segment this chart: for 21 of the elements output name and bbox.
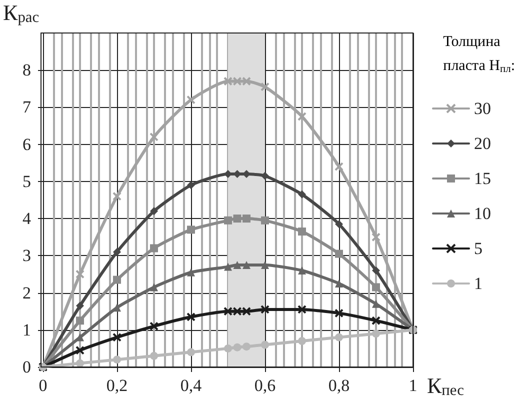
y-tick-label: 4 bbox=[22, 209, 32, 228]
x-tick-label: 1 bbox=[408, 376, 418, 395]
legend-label: 10 bbox=[474, 204, 491, 223]
y-tick-label: 0 bbox=[22, 358, 31, 376]
legend-label: 20 bbox=[474, 134, 491, 153]
x-tick-label: 0,4 bbox=[180, 376, 202, 395]
legend-label: 15 bbox=[474, 169, 491, 188]
x-tick-label: 0,8 bbox=[328, 376, 350, 395]
y-tick-label: 1 bbox=[22, 320, 31, 340]
x-tick-label: 0,2 bbox=[106, 376, 128, 395]
y-tick-label: 7 bbox=[22, 98, 32, 117]
legend-label: 5 bbox=[474, 239, 482, 258]
y-tick-label: 5 bbox=[22, 172, 31, 191]
x-tick-label: 0 bbox=[38, 376, 48, 395]
y-tick-label: 8 bbox=[22, 60, 31, 80]
x-tick-label: 0,6 bbox=[254, 376, 276, 395]
y-tick-label: 3 bbox=[22, 246, 31, 266]
y-tick-label: 2 bbox=[22, 283, 31, 302]
legend-label: 1 bbox=[474, 274, 482, 293]
y-tick-label: 6 bbox=[22, 134, 31, 154]
legend-label: 30 bbox=[474, 99, 491, 118]
